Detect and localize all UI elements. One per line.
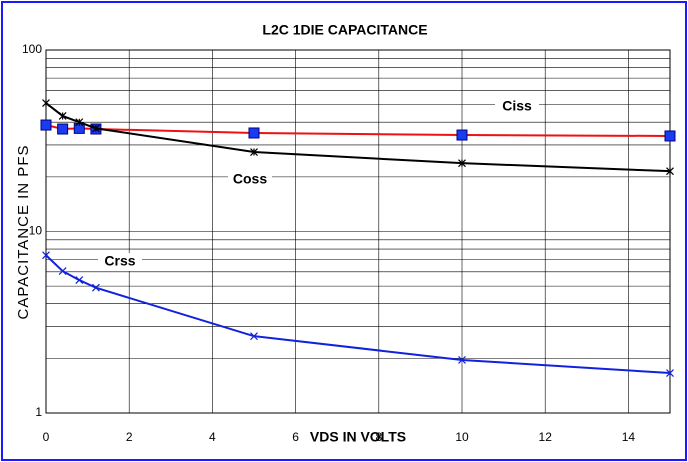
- series-label-bg: [98, 253, 142, 271]
- marker: [666, 167, 674, 176]
- marker: [456, 129, 468, 141]
- marker: [57, 123, 69, 135]
- y-tick-label: 1: [35, 405, 42, 419]
- series-label-bg: [495, 98, 539, 116]
- x-axis-label: VDS IN VOLTS: [310, 429, 406, 445]
- marker: [75, 118, 84, 127]
- marker: [458, 159, 466, 168]
- series-label: Ciss: [502, 98, 532, 114]
- x-tick-label: 14: [622, 430, 636, 444]
- marker: [58, 267, 67, 276]
- marker: [250, 332, 258, 341]
- y-tick-label: 100: [22, 42, 42, 56]
- chart-title: L2C 1DIE CAPACITANCE: [262, 22, 427, 38]
- marker: [91, 283, 100, 292]
- y-axis-label: CAPACITANCE IN PFS: [15, 145, 32, 320]
- series-label: Coss: [233, 171, 267, 187]
- y-tick-label: 10: [29, 224, 43, 238]
- x-tick-label: 12: [539, 430, 553, 444]
- x-tick-label: 6: [292, 430, 299, 444]
- series-label: Crss: [104, 253, 135, 269]
- marker: [250, 148, 258, 156]
- marker: [248, 127, 260, 139]
- x-tick-label: 8: [375, 430, 382, 444]
- x-tick-label: 10: [455, 430, 469, 444]
- marker: [42, 99, 50, 108]
- plot-border: [45, 49, 671, 414]
- marker: [75, 276, 84, 284]
- marker: [664, 130, 676, 142]
- series-label-bg: [228, 171, 272, 189]
- marker: [58, 112, 67, 120]
- x-tick-label: 4: [209, 430, 216, 444]
- marker: [42, 251, 50, 260]
- x-tick-label: 0: [43, 430, 50, 444]
- marker: [40, 119, 52, 131]
- marker: [666, 369, 674, 377]
- marker: [458, 356, 466, 364]
- x-tick-label: 2: [126, 430, 133, 444]
- marker: [91, 124, 100, 133]
